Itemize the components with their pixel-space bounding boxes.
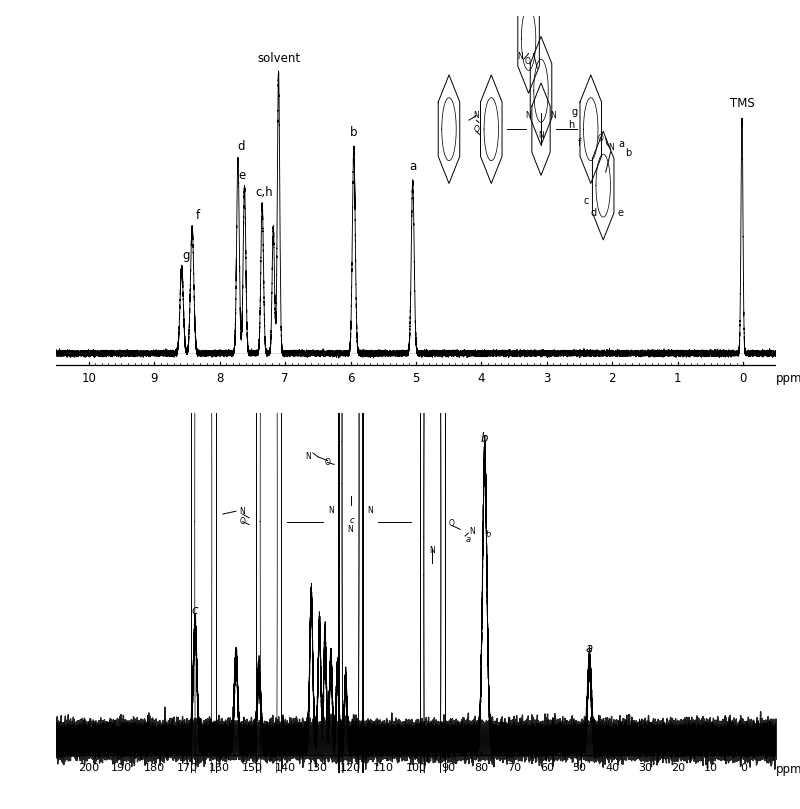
Text: 10: 10 [82,372,96,385]
Text: 8: 8 [216,372,223,385]
Text: e: e [618,208,624,218]
Text: N: N [517,53,522,61]
Text: N: N [367,506,373,515]
Text: N: N [550,111,556,121]
Text: 4: 4 [478,372,486,385]
Text: N: N [608,142,614,152]
Text: N: N [348,525,354,534]
Text: 30: 30 [638,763,652,773]
Text: O: O [598,133,604,142]
Text: 170: 170 [176,763,198,773]
Text: 90: 90 [442,763,456,773]
Text: 0: 0 [739,372,747,385]
Text: ppm: ppm [776,372,800,385]
Text: a: a [619,139,625,149]
Text: TMS: TMS [730,97,754,111]
Text: 180: 180 [144,763,165,773]
Text: 5: 5 [412,372,420,385]
Text: b: b [350,126,358,139]
Text: N: N [430,546,435,555]
Text: 160: 160 [209,763,230,773]
Text: 7: 7 [282,372,289,385]
Text: f: f [578,138,582,148]
Text: N: N [240,506,246,515]
Text: O: O [525,57,530,66]
Text: N: N [538,131,544,141]
Text: O: O [325,458,330,467]
Text: a: a [586,642,593,655]
Text: N: N [305,452,311,461]
Text: d: d [237,140,245,154]
Text: N: N [474,111,479,121]
Text: 2: 2 [609,372,616,385]
Text: N: N [526,111,531,121]
Text: ppm: ppm [776,763,800,776]
Text: 10: 10 [703,763,718,773]
Text: b: b [625,148,631,158]
Text: 6: 6 [346,372,354,385]
Text: 20: 20 [670,763,685,773]
Text: g: g [571,108,578,117]
Text: 40: 40 [606,763,619,773]
Text: 50: 50 [573,763,586,773]
Text: solvent: solvent [257,52,300,65]
Text: O: O [474,125,479,133]
Text: 190: 190 [111,763,132,773]
Text: 9: 9 [150,372,158,385]
Text: 150: 150 [242,763,263,773]
Text: f: f [196,209,200,222]
Text: c: c [583,197,589,206]
Text: a: a [466,536,471,544]
Text: O: O [240,517,246,526]
Text: d: d [590,208,596,218]
Text: c: c [350,516,354,525]
Text: 110: 110 [373,763,394,773]
Text: c: c [192,604,198,617]
Text: 70: 70 [507,763,522,773]
Text: O: O [449,519,455,528]
Text: e: e [238,169,246,182]
Text: 80: 80 [474,763,489,773]
Text: N: N [328,506,334,515]
Text: 120: 120 [340,763,361,773]
Text: 0: 0 [740,763,746,773]
Text: b: b [486,530,490,539]
Text: 100: 100 [406,763,426,773]
Text: 140: 140 [274,763,296,773]
Text: b: b [481,432,489,445]
Text: 3: 3 [543,372,550,385]
Text: 1: 1 [674,372,682,385]
Text: c,h: c,h [256,186,274,199]
Text: a: a [409,160,416,173]
Text: 200: 200 [78,763,99,773]
Text: N: N [469,527,474,536]
Text: 60: 60 [540,763,554,773]
Text: h: h [568,120,574,129]
Text: g: g [182,249,190,262]
Text: 130: 130 [307,763,328,773]
